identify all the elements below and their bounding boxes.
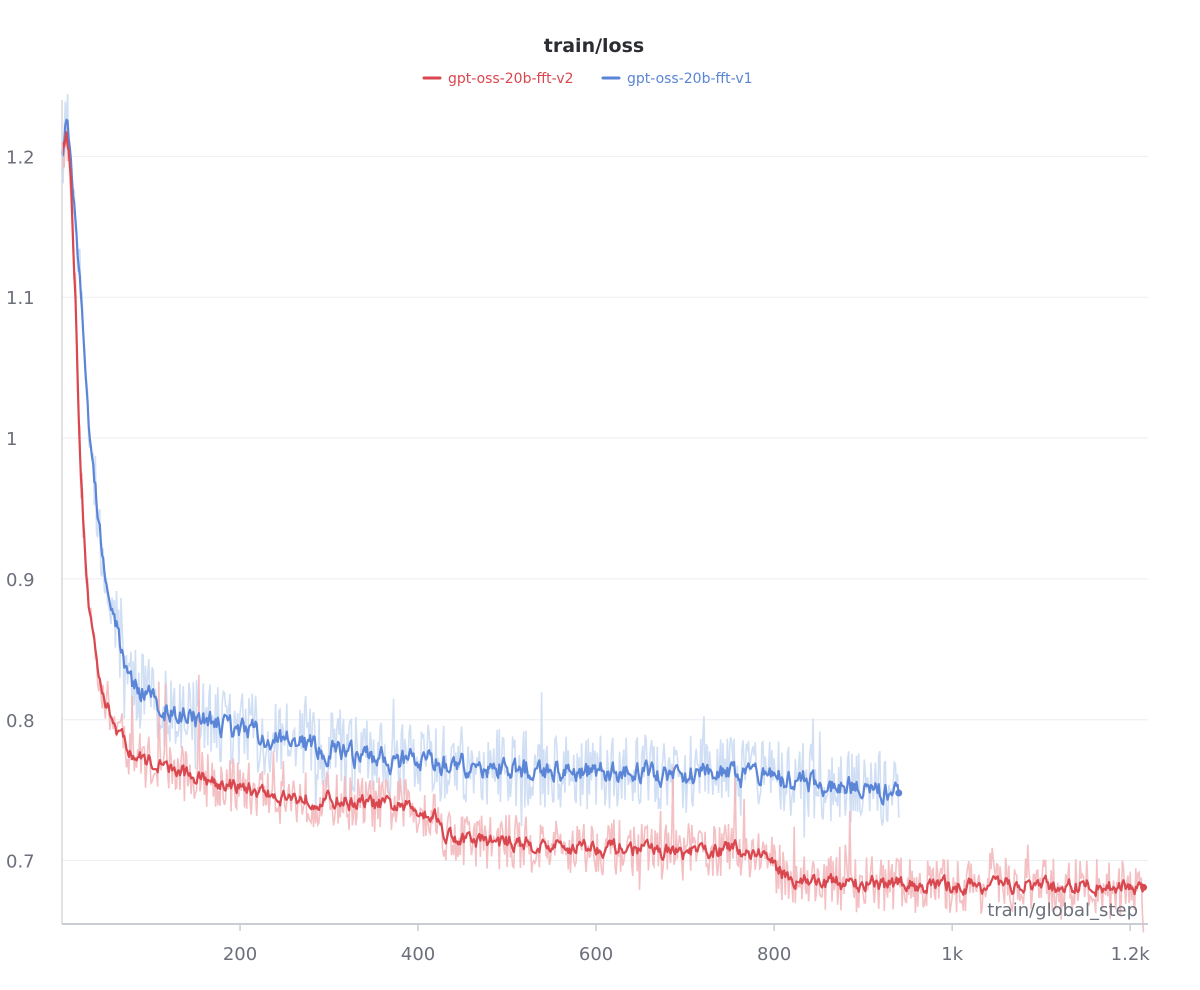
series-end-point-v2[interactable] xyxy=(1140,883,1148,891)
series-raw-line-v1 xyxy=(61,93,900,838)
legend: gpt-oss-20b-fft-v2 gpt-oss-20b-fft-v1 xyxy=(422,71,753,87)
x-tick-label: 400 xyxy=(401,944,435,965)
series-raw-line-v2 xyxy=(61,119,1145,933)
x-axis-ticks: 200 400 600 800 1k 1.2k xyxy=(223,924,1150,965)
series-line-v2[interactable] xyxy=(60,131,1145,898)
series-end-point-v1[interactable] xyxy=(895,789,903,797)
x-tick-label: 800 xyxy=(757,944,791,965)
x-axis-label: train/global_step xyxy=(987,900,1138,921)
x-tick-label: 200 xyxy=(223,944,257,965)
grid-lines xyxy=(62,155,1148,862)
legend-label-v2: gpt-oss-20b-fft-v2 xyxy=(448,71,574,87)
y-tick-label: 0.9 xyxy=(6,570,35,591)
y-tick-label: 1 xyxy=(6,429,17,450)
legend-label-v1: gpt-oss-20b-fft-v1 xyxy=(627,71,753,87)
x-tick-label: 1k xyxy=(941,944,963,965)
chart-title: train/loss xyxy=(544,35,644,57)
series-line-v1[interactable] xyxy=(61,118,900,806)
series-layer xyxy=(60,93,1148,933)
y-axis-ticks: 0.7 0.8 0.9 1 1.1 1.2 xyxy=(6,147,35,872)
x-tick-label: 600 xyxy=(579,944,613,965)
y-tick-label: 0.7 xyxy=(6,852,35,873)
y-tick-label: 1.2 xyxy=(6,147,35,168)
y-tick-label: 1.1 xyxy=(6,288,35,309)
x-tick-label: 1.2k xyxy=(1111,944,1151,965)
y-tick-label: 0.8 xyxy=(6,711,35,732)
